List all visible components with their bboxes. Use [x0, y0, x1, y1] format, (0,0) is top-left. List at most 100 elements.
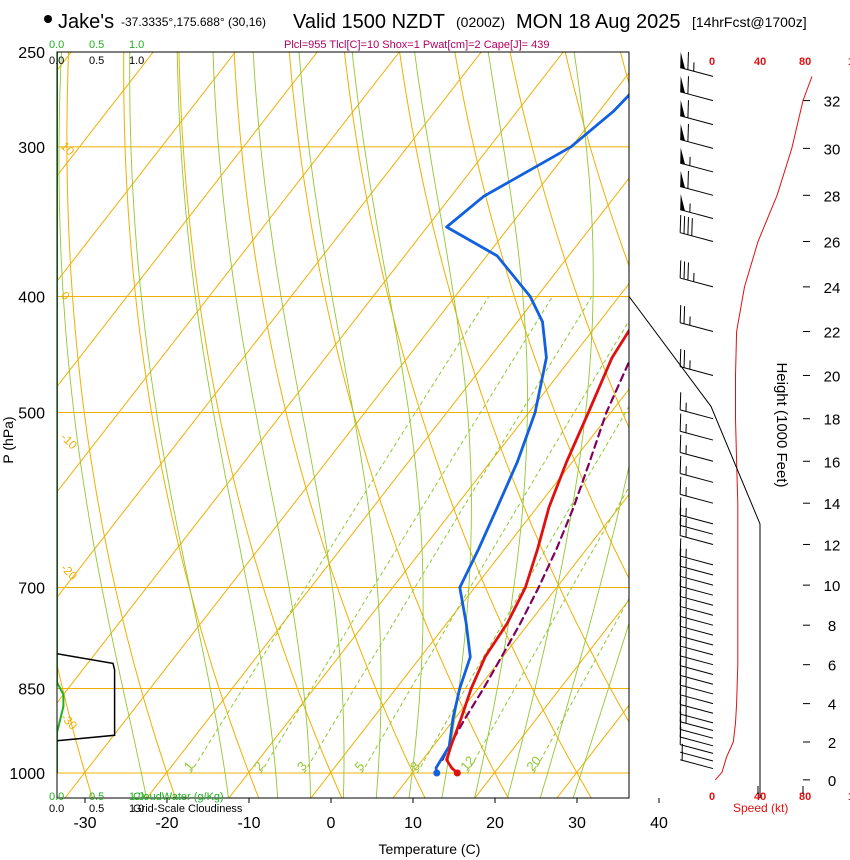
cloudiness-axis-title: Grid-Scale Cloudiness: [133, 803, 243, 815]
barb-pennant: [680, 123, 685, 141]
valid-time: Valid 1500 NZDT: [293, 11, 445, 33]
forecast-info: [14hrFcst@1700z]: [692, 14, 807, 30]
wind-barb: [679, 434, 714, 462]
wind-barb: [679, 392, 714, 420]
cloud-water-trace: [57, 52, 65, 773]
panel-connector: [628, 296, 761, 525]
height-tick-label: 30: [824, 141, 841, 158]
barb-staff: [680, 713, 714, 724]
moist-adiabat: [129, 52, 229, 798]
wind-barb: [679, 578, 714, 606]
dry-adiabat: [66, 52, 177, 798]
barb-staff: [680, 366, 714, 376]
barb-staff: [680, 736, 714, 747]
dry-adiabat: [399, 52, 629, 723]
cloudwater-top-tick: 0.0: [49, 39, 64, 51]
isotherm-label: 0: [785, 181, 804, 199]
isotherm-line: [57, 52, 236, 282]
height-tick-label: 20: [824, 368, 841, 385]
speed-top-tick: 12: [848, 56, 850, 68]
moist-adiabat: [298, 52, 382, 798]
barb-staff: [680, 451, 714, 462]
barb-staff: [680, 493, 714, 504]
barb-staff: [680, 186, 714, 196]
isotherm-line: [57, 52, 400, 493]
barb-staff: [680, 728, 714, 739]
wind-barb: [679, 647, 714, 675]
barb-staff: [680, 605, 714, 616]
barb-staff: [680, 209, 714, 219]
site-name: Jake's: [58, 11, 114, 33]
barb-staff: [680, 409, 714, 420]
wind-barb: [679, 260, 714, 288]
pressure-tick-label: 300: [18, 140, 45, 157]
mixing-ratio-line: [467, 486, 629, 774]
wind-barb: [679, 507, 714, 535]
wind-barb: [679, 538, 714, 566]
moist-adiabat: [539, 464, 629, 798]
barb-staff: [680, 721, 714, 732]
profiles: [57, 52, 629, 777]
isotherm-line: [474, 599, 629, 798]
temperature-tick-label: 10: [404, 815, 422, 832]
wind-barb: [679, 588, 714, 616]
barb-staff: [680, 615, 714, 626]
cloudwater-top-tick: 1.0: [129, 39, 144, 51]
barb-flag: [679, 215, 682, 233]
moist-adiabat: [212, 52, 312, 798]
isotherm-label: 10: [761, 306, 786, 331]
temperature-tick-label: -20: [155, 815, 178, 832]
cloudwater-bottom-tick: 1.0: [129, 791, 144, 803]
cloudwater-bottom-tick: 0.0: [49, 791, 64, 803]
height-tick-label: 12: [824, 537, 841, 554]
cloudiness-top-tick: 0.5: [89, 55, 104, 67]
barb-staff: [680, 635, 714, 646]
barb-flag: [687, 100, 689, 118]
mixing-ratio-line: [416, 405, 629, 774]
speed-top-tick: 0: [709, 56, 715, 68]
barb-staff: [680, 655, 714, 666]
dry-adiabat: [619, 52, 629, 86]
speed-bottom-tick: 80: [799, 791, 811, 803]
temperature-axis-title: Temperature (C): [378, 841, 480, 857]
temperature-tick-label: 0: [327, 815, 336, 832]
wind-barb: [679, 517, 714, 545]
dry-adiabat: [178, 52, 343, 798]
speed-top-tick: 80: [799, 56, 811, 68]
barb-staff: [680, 232, 714, 242]
height-axis-title: Height (1000 Feet): [773, 362, 790, 487]
barb-staff: [680, 625, 714, 636]
barb-staff: [680, 524, 714, 535]
wind-barb: [679, 558, 714, 586]
pressure-tick-label: 1000: [9, 766, 45, 783]
height-tick-label: 4: [828, 697, 836, 714]
barb-flag: [687, 51, 689, 70]
speed-bottom-tick: 0: [709, 791, 715, 803]
moist-adiabat: [252, 52, 345, 798]
moist-adiabat: [176, 52, 279, 798]
wind-barb: [679, 667, 714, 695]
barb-pennant: [680, 100, 685, 118]
speed-panel: 00404080801212Speed (kt): [628, 56, 850, 815]
isotherm-line: [57, 52, 564, 704]
cloudwater-axis-title: CloudWater (g/Kg): [133, 791, 224, 803]
barb-staff: [680, 139, 714, 149]
pressure-tick-label: 850: [18, 681, 45, 698]
barb-staff: [680, 473, 714, 483]
mixing-ratio-line: [260, 296, 553, 774]
barb-flag: [687, 76, 689, 94]
barb-flag: [687, 123, 689, 142]
barb-staff: [680, 674, 714, 685]
barb-flag: [679, 434, 682, 453]
mixing-ratio-label: 20: [523, 753, 544, 774]
wind-barb: [679, 608, 714, 636]
barb-staff: [680, 162, 714, 173]
temperature-tick-label: -30: [73, 815, 96, 832]
barb-staff: [680, 703, 714, 714]
barb-staff: [680, 91, 714, 102]
barb-flag: [679, 497, 682, 516]
dry-adiabat: [288, 52, 509, 798]
height-tick-label: 22: [824, 325, 841, 342]
